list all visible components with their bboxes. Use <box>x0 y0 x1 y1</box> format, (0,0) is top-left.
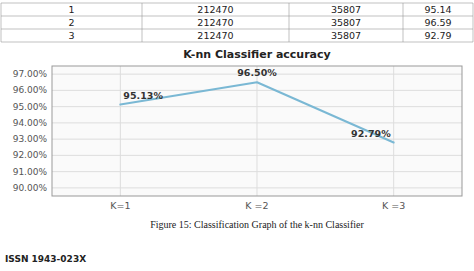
y-tick-label: 93.00% <box>13 134 48 144</box>
y-tick-label: 95.00% <box>13 102 48 112</box>
table-cell: 1 <box>68 4 74 15</box>
table-rule <box>289 3 290 42</box>
table: 1 212470 35807 95.14 2 212470 35807 96.59 3 21247… <box>1 3 473 42</box>
table-cell: 92.79 <box>424 30 451 41</box>
y-tick-label: 91.00% <box>13 167 48 177</box>
table-cell: 2 <box>68 17 74 28</box>
grid-line <box>120 66 121 196</box>
table-rule <box>142 3 143 42</box>
caption: Figure 15: Classification Graph of the k… <box>150 219 364 230</box>
y-tick-label: 97.00% <box>13 69 48 79</box>
table-cell: 96.59 <box>424 17 451 28</box>
table-cell: 212470 <box>197 4 233 15</box>
table-cell: 35807 <box>331 17 361 28</box>
footer: ISSN 1943-023X <box>5 254 86 264</box>
data-label: 96.50% <box>237 67 277 78</box>
table-cell: 3 <box>68 30 74 41</box>
y-tick-label: 92.00% <box>13 150 48 160</box>
grid-line <box>257 66 258 196</box>
table-rule <box>473 3 474 42</box>
y-tick-label: 96.00% <box>13 85 48 95</box>
x-tick-label: K =2 <box>245 200 268 211</box>
table-cell: 35807 <box>331 4 361 15</box>
x-tick-label: K =3 <box>382 200 405 211</box>
marks <box>120 82 393 142</box>
plot-frame <box>52 66 462 196</box>
data-labels: 95.13% 96.50% 92.79% <box>123 67 391 138</box>
page: 1 212470 35807 95.14 2 212470 35807 96.59 3 21247… <box>0 0 474 271</box>
plot-area <box>52 66 462 196</box>
table-rule <box>1 3 2 42</box>
y-tick-label: 90.00% <box>13 183 48 193</box>
data-label: 95.13% <box>123 90 163 101</box>
y-tick-label: 94.00% <box>13 118 48 128</box>
table-cell: 35807 <box>331 30 361 41</box>
chart-title: K-nn Classifier accuracy <box>183 48 330 61</box>
table-cell: 95.14 <box>424 4 451 15</box>
table-cell: 212470 <box>197 17 233 28</box>
x-tick-label: K=1 <box>110 200 130 211</box>
axes: 90.00% 91.00% 92.00% 93.00% 94.00% 95.00% 96.0… <box>13 66 462 211</box>
grid-line <box>393 66 394 196</box>
line <box>120 82 393 142</box>
data-label: 92.79% <box>351 128 391 139</box>
table-rule <box>403 3 404 42</box>
table-rule <box>1 42 473 43</box>
table-cell: 212470 <box>197 30 233 41</box>
